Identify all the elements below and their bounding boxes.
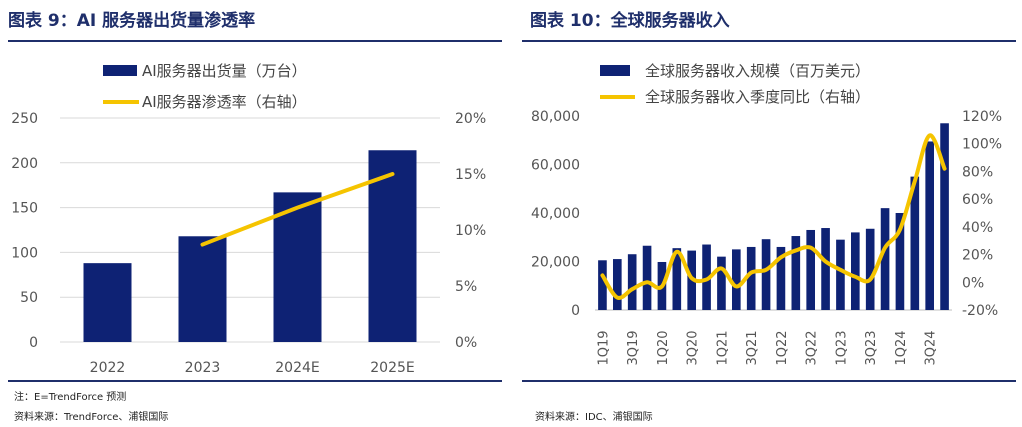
penetration-line — [200, 172, 395, 247]
bar — [273, 192, 322, 342]
bar — [880, 208, 890, 310]
y-right-tick-label: 120% — [962, 109, 1002, 125]
x-tick-label: 3Q21 — [745, 330, 760, 365]
left-note: 注：E=TrendForce 预测 — [14, 392, 127, 403]
y-left-tick-label: 50 — [20, 290, 38, 306]
legend-bar-label: AI服务器出货量（万台） — [142, 62, 307, 80]
x-tick-label: 1Q23 — [834, 330, 849, 365]
y-right-tick-label: 20% — [962, 248, 993, 264]
bar — [746, 246, 756, 310]
bar — [836, 239, 845, 310]
y-right-tick-label: -20% — [962, 303, 998, 319]
bar — [368, 150, 417, 342]
y-right-tick-label: 20% — [455, 111, 486, 127]
y-right-tick-label: 5% — [455, 279, 477, 295]
y-left-tick-label: 60,000 — [531, 158, 580, 174]
legend-bar-swatch — [600, 65, 630, 76]
y-left-tick-label: 150 — [11, 201, 38, 217]
x-tick-label: 1Q22 — [775, 330, 790, 365]
bar — [776, 246, 786, 310]
bar — [940, 123, 949, 311]
y-right-tick-label: 10% — [455, 223, 486, 239]
left-chart: 0 50 100 150 200 250 0% 5% 10% 15% 20% 2022 2023 2024… — [11, 62, 486, 376]
y-right-tick-label: 0% — [455, 335, 477, 351]
left-title-divider — [8, 40, 502, 42]
y-left-tick-label: 250 — [11, 111, 38, 127]
y-right-tick-label: 15% — [455, 167, 486, 183]
y-right-tick-label: 60% — [962, 192, 993, 208]
x-tick-label: 1Q20 — [656, 330, 671, 365]
y-right-tick-label: 100% — [962, 137, 1002, 153]
bar — [806, 229, 816, 310]
x-tick-label: 3Q22 — [805, 330, 820, 365]
y-left-tick-label: 0 — [571, 303, 580, 319]
bar — [925, 141, 935, 310]
bar — [627, 254, 637, 310]
x-tick-label: 3Q23 — [864, 330, 879, 365]
bar — [702, 244, 711, 310]
bar — [791, 236, 801, 310]
bar — [717, 256, 726, 310]
bar — [612, 259, 622, 310]
x-tick-label: 1Q19 — [596, 330, 611, 365]
yoy-growth-line — [600, 133, 947, 300]
bar — [821, 228, 830, 310]
bar — [895, 213, 905, 310]
right-chart: 0 20,000 40,000 60,000 80,000 -20% 0% 20% 40% 60%… — [531, 62, 1002, 366]
y-left-tick-label: 20,000 — [531, 255, 580, 271]
y-right-tick-label: 0% — [962, 275, 984, 291]
x-tick-label: 3Q20 — [686, 330, 701, 365]
bar — [178, 236, 227, 342]
bar — [672, 248, 682, 310]
right-bottom-divider — [522, 380, 1016, 382]
x-tick-label: 2024E — [275, 360, 319, 376]
bar — [83, 263, 132, 342]
x-tick-label: 2023 — [185, 360, 221, 376]
bar — [731, 249, 741, 310]
y-right-tick-label: 80% — [962, 164, 993, 180]
y-left-tick-label: 80,000 — [531, 109, 580, 125]
x-tick-label: 2025E — [370, 360, 414, 376]
left-source: 资料来源：TrendForce、浦银国际 — [14, 412, 169, 423]
y-right-tick-label: 40% — [962, 220, 993, 236]
legend-bar-swatch — [103, 65, 137, 76]
x-tick-label: 3Q19 — [626, 330, 641, 365]
left-panel-title: 图表 9：AI 服务器出货量渗透率 — [8, 11, 256, 31]
bar — [642, 245, 652, 310]
right-source: 资料来源：IDC、浦银国际 — [535, 412, 653, 423]
y-left-tick-label: 100 — [11, 245, 38, 261]
legend-line-label: AI服务器渗透率（右轴） — [142, 93, 307, 111]
y-left-tick-label: 0 — [29, 335, 38, 351]
left-bottom-divider — [8, 380, 502, 382]
right-title-divider — [522, 40, 1016, 42]
x-tick-label: 1Q21 — [715, 330, 730, 365]
legend-line-label: 全球服务器收入季度同比（右轴） — [645, 88, 870, 106]
bar — [865, 228, 875, 310]
bar — [910, 176, 920, 310]
right-panel-title: 图表 10：全球服务器收入 — [530, 11, 730, 31]
bar — [598, 260, 607, 310]
x-tick-label: 1Q24 — [894, 330, 909, 365]
legend-bar-label: 全球服务器收入规模（百万美元） — [645, 62, 870, 80]
y-left-tick-label: 40,000 — [531, 206, 580, 222]
bar — [850, 232, 860, 310]
bar — [761, 239, 771, 310]
x-tick-label: 2022 — [90, 360, 126, 376]
x-tick-label: 3Q24 — [924, 330, 939, 365]
y-left-tick-label: 200 — [11, 156, 38, 172]
